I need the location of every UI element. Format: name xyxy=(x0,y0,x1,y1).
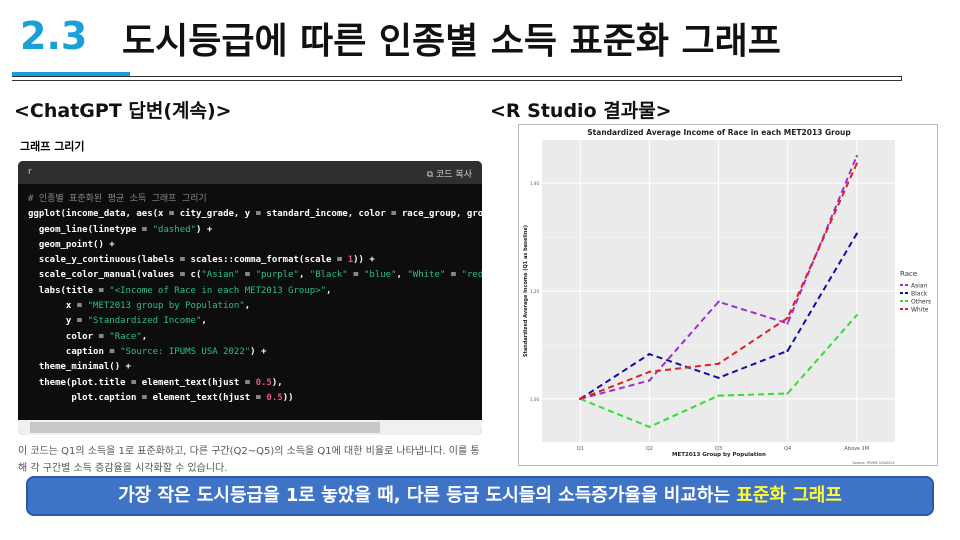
legend-label: Black xyxy=(911,291,928,298)
horizontal-scrollbar[interactable] xyxy=(18,420,482,435)
data-point xyxy=(717,376,720,380)
copy-icon: ⧉ xyxy=(426,170,437,180)
code-line: y = "Standardized Income", xyxy=(28,316,207,327)
code-line: color = "Race", xyxy=(28,331,148,342)
data-point xyxy=(648,370,651,374)
chart-svg: 1.00 1.20 1.40 Q1 Q2 Q3 Q4 Above 1M AsianBlackOt… xyxy=(523,128,931,465)
banner-highlight: 표준화 그래프 xyxy=(736,485,842,506)
data-point xyxy=(717,300,720,303)
x-tick-label: Q1 xyxy=(577,446,584,452)
code-line: scale_color_manual(values = c("Asian" = … xyxy=(28,270,482,281)
summary-banner: 가장 작은 도시등급을 1로 놓았을 때, 다른 등급 도시들의 소득증가율을 … xyxy=(26,476,934,516)
legend-label: Others xyxy=(911,299,931,306)
code-line: scale_y_continuous(labels = scales::comm… xyxy=(28,255,375,266)
code-line: caption = "Source: IPUMS USA 2022") + xyxy=(28,346,267,357)
section-number: 2.3 xyxy=(20,14,88,58)
data-point xyxy=(786,322,789,325)
chart-title: Standardized Average Income of Race in e… xyxy=(587,128,851,137)
left-heading: <ChatGPT 답변(계속)> xyxy=(14,100,232,122)
data-point xyxy=(855,154,858,158)
x-tick-label: Above 1M xyxy=(844,446,869,452)
code-line: theme_minimal() + xyxy=(28,362,131,373)
copy-label: 코드 복사 xyxy=(436,170,472,180)
legend-label: Asian xyxy=(911,283,928,290)
data-point xyxy=(786,316,789,320)
copy-code-button[interactable]: ⧉ 코드 복사 xyxy=(426,167,472,180)
code-line: x = "MET2013 group by Population", xyxy=(28,301,251,312)
x-tick-label: Q3 xyxy=(715,446,722,452)
y-tick-label: 1.00 xyxy=(530,397,539,402)
legend-title: Race xyxy=(900,270,917,278)
code-line: theme(plot.title = element_text(hjust = … xyxy=(28,377,283,388)
code-block: r ⧉ 코드 복사 # 인종별 표준화된 평균 소득 그래프 그리기 ggplot… xyxy=(18,161,482,435)
data-point xyxy=(855,314,858,317)
legend-label: White xyxy=(911,307,929,314)
data-point xyxy=(648,379,651,382)
data-point xyxy=(717,362,720,366)
x-axis-label: MET2013 Group by Population xyxy=(672,452,766,458)
code-description: 이 코드는 Q1의 소득을 1로 표준화하고, 다른 구간(Q2~Q5)의 소득… xyxy=(18,446,480,474)
right-heading: <R Studio 결과물> xyxy=(490,100,672,122)
section-label: 그래프 그리기 xyxy=(20,140,85,153)
data-point xyxy=(786,392,789,395)
line-chart: 1.00 1.20 1.40 Q1 Q2 Q3 Q4 Above 1M Asian Black Ot… xyxy=(518,124,938,466)
y-tick-label: 1.40 xyxy=(530,181,539,186)
chart-caption: Source: IPUMS USA2022 xyxy=(852,461,895,465)
code-line: geom_line(linetype = "dashed") + xyxy=(28,224,213,235)
y-tick-label: 1.20 xyxy=(530,289,539,294)
data-point xyxy=(855,232,858,236)
x-tick-label: Q2 xyxy=(646,446,653,452)
accent-rule xyxy=(12,72,130,76)
code-line: ggplot(income_data, aes(x = city_grade, … xyxy=(28,209,482,220)
title-rule xyxy=(12,76,902,81)
banner-text: 가장 작은 도시등급을 1로 놓았을 때, 다른 등급 도시들의 소득증가율을 … xyxy=(118,485,737,506)
code-line: geom_point() + xyxy=(28,239,115,250)
x-tick-label: Q4 xyxy=(784,446,791,452)
data-point xyxy=(717,394,720,397)
y-axis-label: Standardized Average Income (Q1 as basel… xyxy=(523,225,529,357)
data-point xyxy=(786,349,789,353)
data-point xyxy=(579,397,582,401)
code-language: r xyxy=(28,167,32,177)
code-line: # 인종별 표준화된 평균 소득 그래프 그리기 xyxy=(28,194,207,204)
code-header: r ⧉ 코드 복사 xyxy=(18,161,482,184)
scrollbar-thumb[interactable] xyxy=(30,422,380,433)
data-point xyxy=(648,352,651,356)
code-line: plot.caption = element_text(hjust = 0.5)… xyxy=(28,392,294,403)
slide-title: 도시등급에 따른 인종별 소득 표준화 그래프 xyxy=(122,21,781,62)
data-point xyxy=(855,162,858,165)
code-content: # 인종별 표준화된 평균 소득 그래프 그리기 ggplot(income_da… xyxy=(18,184,482,414)
code-line: labs(title = "<Income of Race in each ME… xyxy=(28,285,332,296)
data-point xyxy=(648,425,651,429)
